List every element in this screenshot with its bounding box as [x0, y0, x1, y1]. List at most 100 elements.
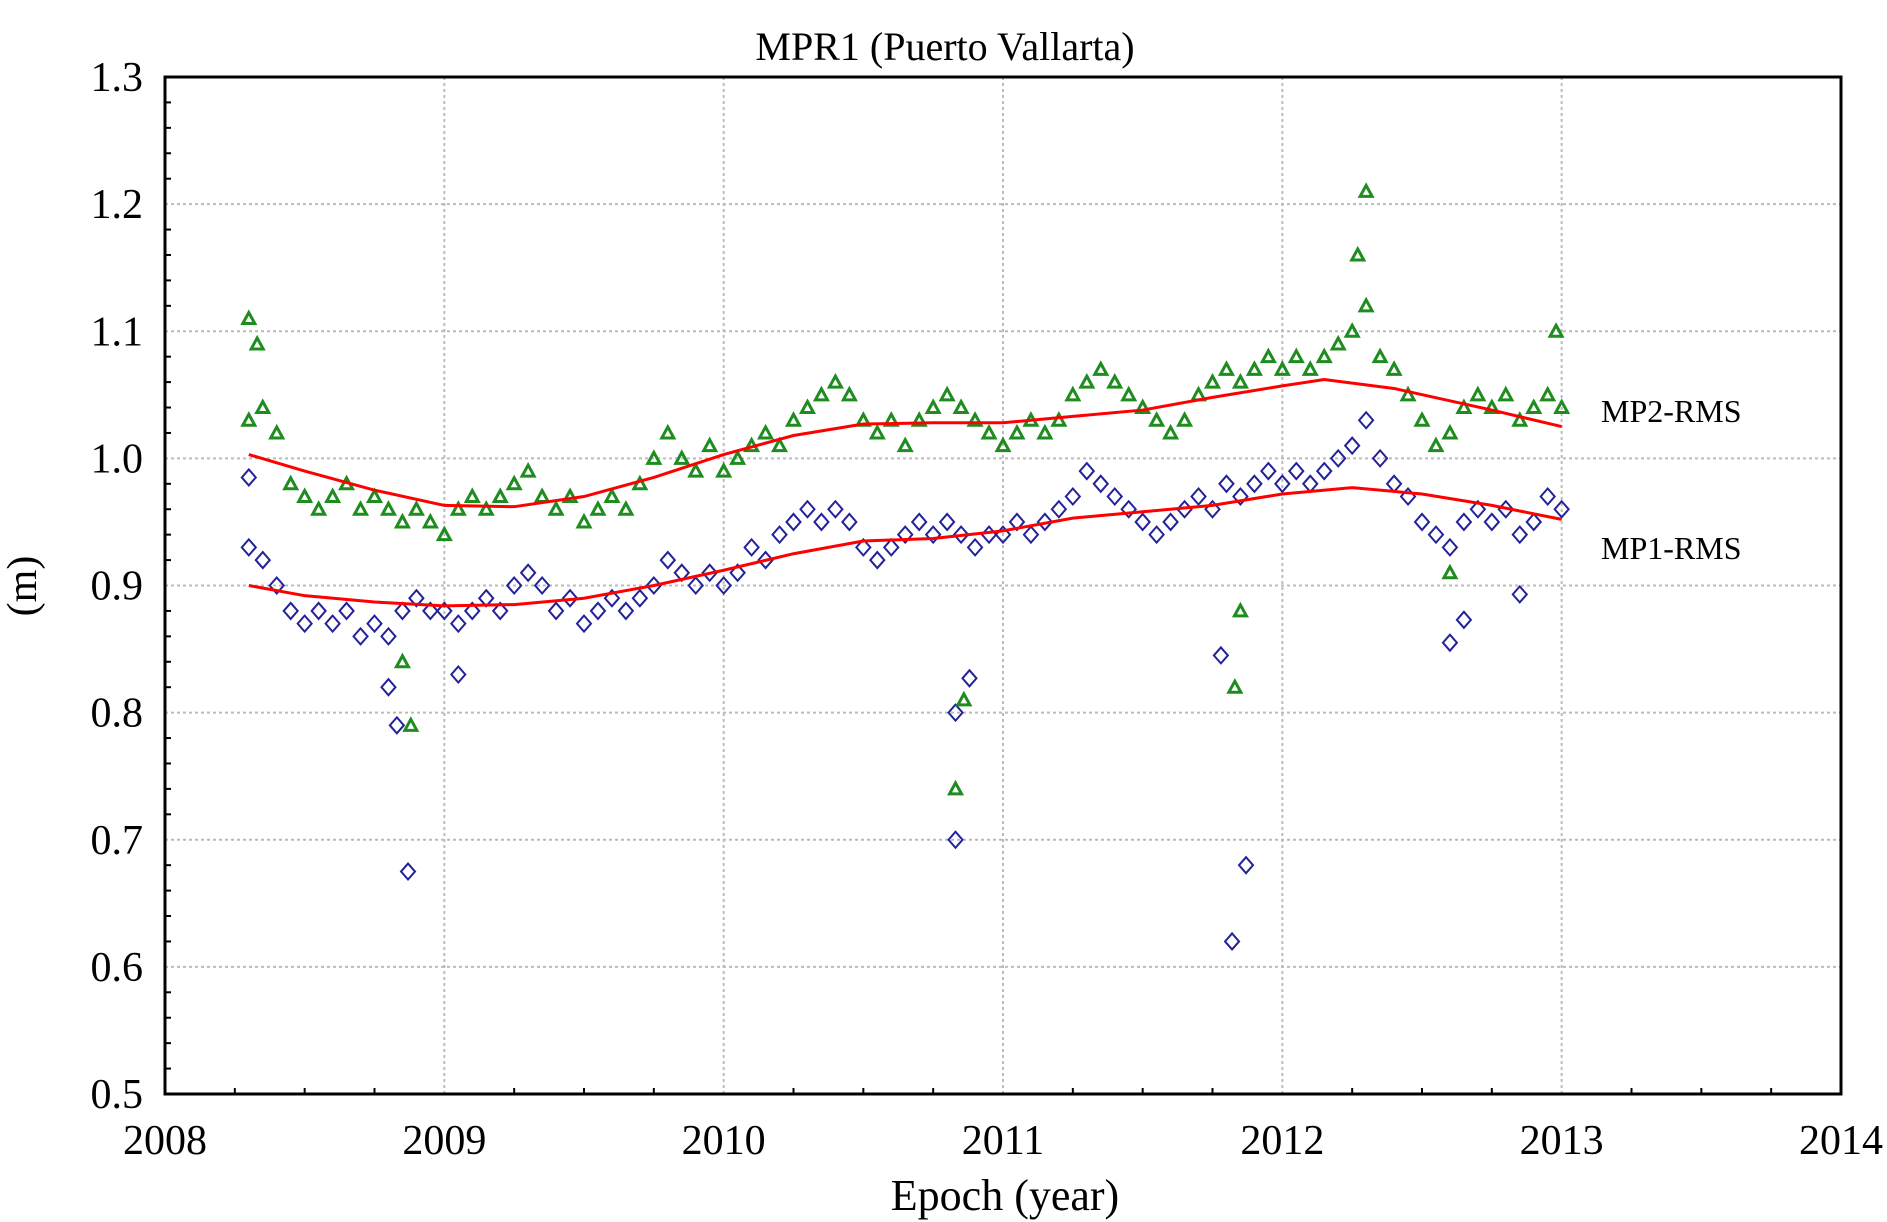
mp2-point — [1385, 360, 1403, 376]
mp2-point — [393, 512, 411, 529]
mp1-point — [687, 575, 705, 596]
mp1-point — [1050, 499, 1068, 519]
mp2-point — [1413, 411, 1431, 427]
mp2-point — [798, 398, 816, 415]
mp1-point — [589, 601, 607, 621]
mp2-point — [840, 385, 858, 402]
mp1-point — [841, 512, 858, 532]
y-tick-label: 1.1 — [91, 309, 144, 355]
mp2-point — [715, 461, 733, 478]
mp2-point — [1064, 385, 1082, 402]
mp2-point — [1301, 360, 1319, 376]
mp2-point — [1455, 398, 1473, 415]
x-axis-label: Epoch (year) — [891, 1171, 1119, 1220]
mp2-point — [994, 436, 1012, 453]
mp1-point — [268, 575, 286, 596]
mp1-point — [1120, 499, 1138, 519]
mp1-point — [399, 862, 417, 882]
mp2-point — [1547, 322, 1565, 338]
mp1-point — [910, 512, 928, 532]
mp2-point — [1162, 423, 1180, 440]
y-tick-label: 1.3 — [91, 55, 144, 101]
mp1-point — [436, 601, 453, 621]
mp1-point — [924, 525, 942, 545]
mp2-point — [435, 525, 453, 542]
mp2-point — [1525, 398, 1543, 415]
mp1-point — [1232, 486, 1249, 507]
mp2-point — [955, 690, 973, 707]
mp2-point — [254, 398, 272, 415]
mp2-point — [701, 436, 719, 453]
mp2-point — [1357, 296, 1375, 313]
mp2-point — [812, 385, 830, 402]
mp1-point — [1148, 525, 1165, 545]
mp2-point — [352, 500, 370, 516]
mp2-point — [1120, 385, 1138, 402]
mp1-point — [282, 601, 300, 621]
mp2-point — [402, 716, 420, 732]
mp1-point — [1525, 512, 1543, 532]
mp2-point — [966, 411, 984, 427]
mp2-point — [365, 487, 384, 504]
mp1-point — [1539, 486, 1557, 507]
mp1-point — [449, 664, 467, 685]
mp2-point — [1399, 385, 1417, 402]
mp1-point — [1385, 474, 1403, 494]
mp1-point — [519, 563, 537, 583]
mp2-point — [1357, 182, 1375, 198]
y-axis-label: (m) — [0, 556, 46, 617]
mp2-point — [645, 449, 663, 465]
mp2-point — [491, 487, 509, 504]
mp1-point — [1274, 474, 1291, 494]
y-tick-label: 0.6 — [91, 945, 144, 991]
y-tick-label: 1.0 — [91, 436, 144, 482]
mp1-point — [422, 601, 439, 621]
mp2-point — [784, 411, 803, 427]
mp1-point — [785, 512, 802, 532]
mp1-point — [729, 563, 746, 583]
mp1-point — [1246, 474, 1263, 494]
x-tick-label: 2010 — [682, 1118, 766, 1164]
mp1-point — [952, 525, 970, 545]
mp2-point — [379, 500, 397, 516]
mp2-point — [771, 436, 789, 453]
mp1-point — [463, 601, 481, 621]
y-tick-label: 1.2 — [91, 182, 144, 228]
mp2-point — [505, 474, 523, 491]
mp2-point — [910, 411, 928, 427]
mp1-point — [310, 601, 327, 621]
mp1-point — [882, 537, 900, 557]
mp2-point — [757, 423, 775, 440]
mp2-point — [673, 449, 691, 465]
mp1-point — [1078, 461, 1096, 481]
mp1-point — [366, 614, 383, 634]
y-tick-label: 0.8 — [91, 691, 144, 737]
mp2-point — [1497, 385, 1515, 402]
mp1-point — [827, 499, 844, 519]
mp2-point — [533, 487, 551, 504]
mp2-point — [1483, 398, 1501, 415]
mp1-point — [966, 537, 984, 557]
mp2-point — [1148, 411, 1166, 427]
x-tick-label: 2013 — [1520, 1118, 1604, 1164]
mp1-point — [868, 550, 886, 570]
mp1-point — [947, 830, 964, 850]
mp1-point — [254, 550, 272, 570]
mp2-point — [240, 411, 258, 427]
mp2-point — [1287, 347, 1305, 364]
mp1-point — [701, 563, 719, 583]
mp2-point — [1539, 385, 1557, 402]
mp1-point — [561, 588, 579, 608]
mp2-point — [1231, 601, 1249, 618]
mp2-point — [952, 398, 970, 415]
mp2-point — [1259, 347, 1277, 364]
mp2-point — [1469, 385, 1487, 402]
mp1-point — [1036, 512, 1054, 532]
mp1-point — [1092, 474, 1110, 494]
mp1-point — [603, 588, 621, 608]
mp1-point — [296, 614, 313, 634]
mp2-point — [603, 487, 621, 504]
mp1-point — [1287, 461, 1305, 481]
legend-mp1: MP1-RMS — [1601, 530, 1742, 566]
